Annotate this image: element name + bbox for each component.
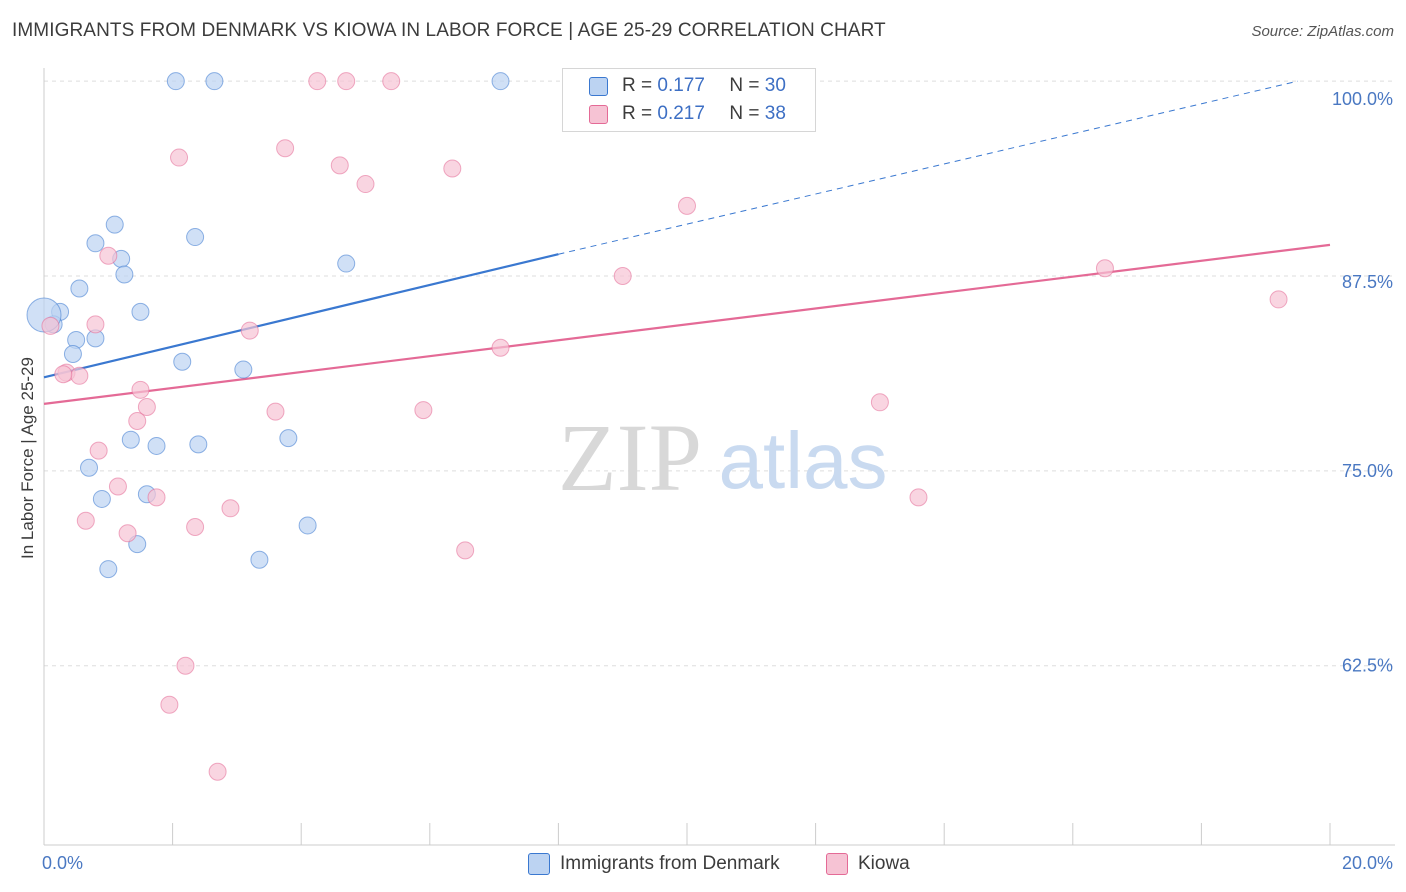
kiowa-point — [128, 412, 147, 430]
kiowa-r-value: 0.217 — [657, 103, 705, 124]
watermark-atlas: atlas — [719, 416, 888, 505]
kiowa-point — [266, 402, 285, 421]
denmark-point — [189, 435, 208, 454]
kiowa-point — [613, 267, 632, 286]
legend-kiowa-label: Kiowa — [858, 853, 910, 874]
denmark-point — [92, 489, 111, 508]
denmark-r-value: 0.177 — [657, 75, 705, 96]
denmark-point — [86, 234, 105, 253]
denmark-point — [250, 550, 269, 569]
denmark-point — [105, 215, 124, 234]
denmark-point — [80, 458, 99, 477]
denmark-point — [166, 72, 185, 91]
kiowa-point — [147, 488, 166, 507]
denmark-point — [131, 302, 150, 321]
denmark-swatch — [589, 76, 608, 96]
denmark-point — [99, 560, 118, 579]
legend-item-denmark: Immigrants from Denmark — [528, 852, 780, 876]
y-tick-label: 100.0% — [1332, 89, 1393, 109]
denmark-point — [70, 279, 89, 298]
kiowa-point — [330, 156, 349, 175]
kiowa-point — [86, 315, 105, 334]
chart-title: IMMIGRANTS FROM DENMARK VS KIOWA IN LABO… — [12, 20, 886, 41]
kiowa-point — [99, 246, 118, 265]
stats-legend: R = 0.177 N = 30 R = 0.217 N = 38 — [562, 68, 816, 132]
trendline-kiowa — [43, 243, 1331, 405]
kiowa-point — [443, 159, 462, 178]
kiowa-point — [414, 401, 433, 420]
kiowa-point — [208, 762, 227, 781]
n-label: N = — [729, 103, 760, 124]
data-points — [26, 72, 1288, 781]
denmark-point — [115, 265, 134, 284]
kiowa-point — [221, 499, 240, 518]
stats-legend-row-kiowa: R = 0.217 N = 38 — [589, 101, 786, 127]
legend-item-kiowa: Kiowa — [826, 852, 910, 876]
trendlines — [43, 80, 1331, 405]
kiowa-point — [160, 695, 179, 714]
denmark-point — [234, 360, 253, 379]
r-label: R = — [622, 103, 653, 124]
axes — [43, 68, 1395, 846]
kiowa-point — [108, 477, 127, 496]
legend-denmark-swatch — [528, 853, 550, 875]
kiowa-point — [176, 656, 195, 675]
r-label: R = — [622, 75, 653, 96]
watermark-zip: ZIP — [558, 404, 702, 511]
kiowa-point — [909, 488, 928, 507]
kiowa-point — [1095, 259, 1114, 278]
denmark-point — [121, 430, 140, 449]
kiowa-point — [678, 196, 696, 215]
denmark-point — [147, 436, 166, 455]
kiowa-n-value: 38 — [764, 103, 786, 124]
kiowa-point — [170, 148, 189, 167]
kiowa-point — [76, 511, 95, 530]
legend-kiowa-swatch — [826, 853, 848, 875]
denmark-point — [205, 72, 224, 91]
watermark: ZIP atlas — [558, 404, 887, 511]
denmark-point — [298, 516, 317, 535]
kiowa-point — [89, 441, 108, 460]
kiowa-point — [186, 518, 205, 536]
kiowa-point — [491, 338, 510, 357]
kiowa-point — [54, 365, 73, 384]
kiowa-point — [337, 72, 356, 91]
trendline-extension-denmark — [558, 80, 1298, 255]
kiowa-point — [131, 380, 150, 399]
stats-legend-row-denmark: R = 0.177 N = 30 — [589, 73, 786, 99]
denmark-point — [337, 254, 356, 273]
x-tick-label: 0.0% — [42, 853, 83, 873]
kiowa-swatch — [589, 104, 608, 124]
x-tick-label: 20.0% — [1342, 853, 1393, 873]
denmark-point — [491, 72, 510, 91]
denmark-point — [279, 429, 298, 448]
kiowa-point — [137, 397, 156, 416]
kiowa-point — [456, 541, 475, 560]
denmark-point — [63, 344, 82, 363]
y-tick-label: 62.5% — [1342, 656, 1393, 676]
source-label: Source: ZipAtlas.com — [1251, 23, 1394, 40]
kiowa-point — [1269, 290, 1288, 309]
y-tick-label: 75.0% — [1342, 461, 1393, 481]
tick-labels: 62.5% 75.0% 87.5% 100.0% 0.0% 20.0% — [42, 89, 1393, 873]
kiowa-point — [70, 366, 89, 385]
kiowa-point — [276, 139, 295, 158]
kiowa-point — [240, 321, 259, 340]
kiowa-point — [118, 524, 137, 543]
kiowa-point — [870, 393, 889, 412]
denmark-point — [186, 228, 205, 247]
kiowa-point — [41, 316, 60, 335]
trendline-denmark — [43, 253, 559, 379]
denmark-point — [173, 352, 192, 371]
kiowa-point — [382, 72, 401, 91]
legend-denmark-label: Immigrants from Denmark — [560, 853, 780, 874]
kiowa-point — [356, 175, 375, 194]
y-tick-label: 87.5% — [1342, 272, 1393, 292]
n-label: N = — [729, 75, 760, 96]
denmark-n-value: 30 — [764, 75, 786, 96]
kiowa-point — [308, 72, 327, 91]
